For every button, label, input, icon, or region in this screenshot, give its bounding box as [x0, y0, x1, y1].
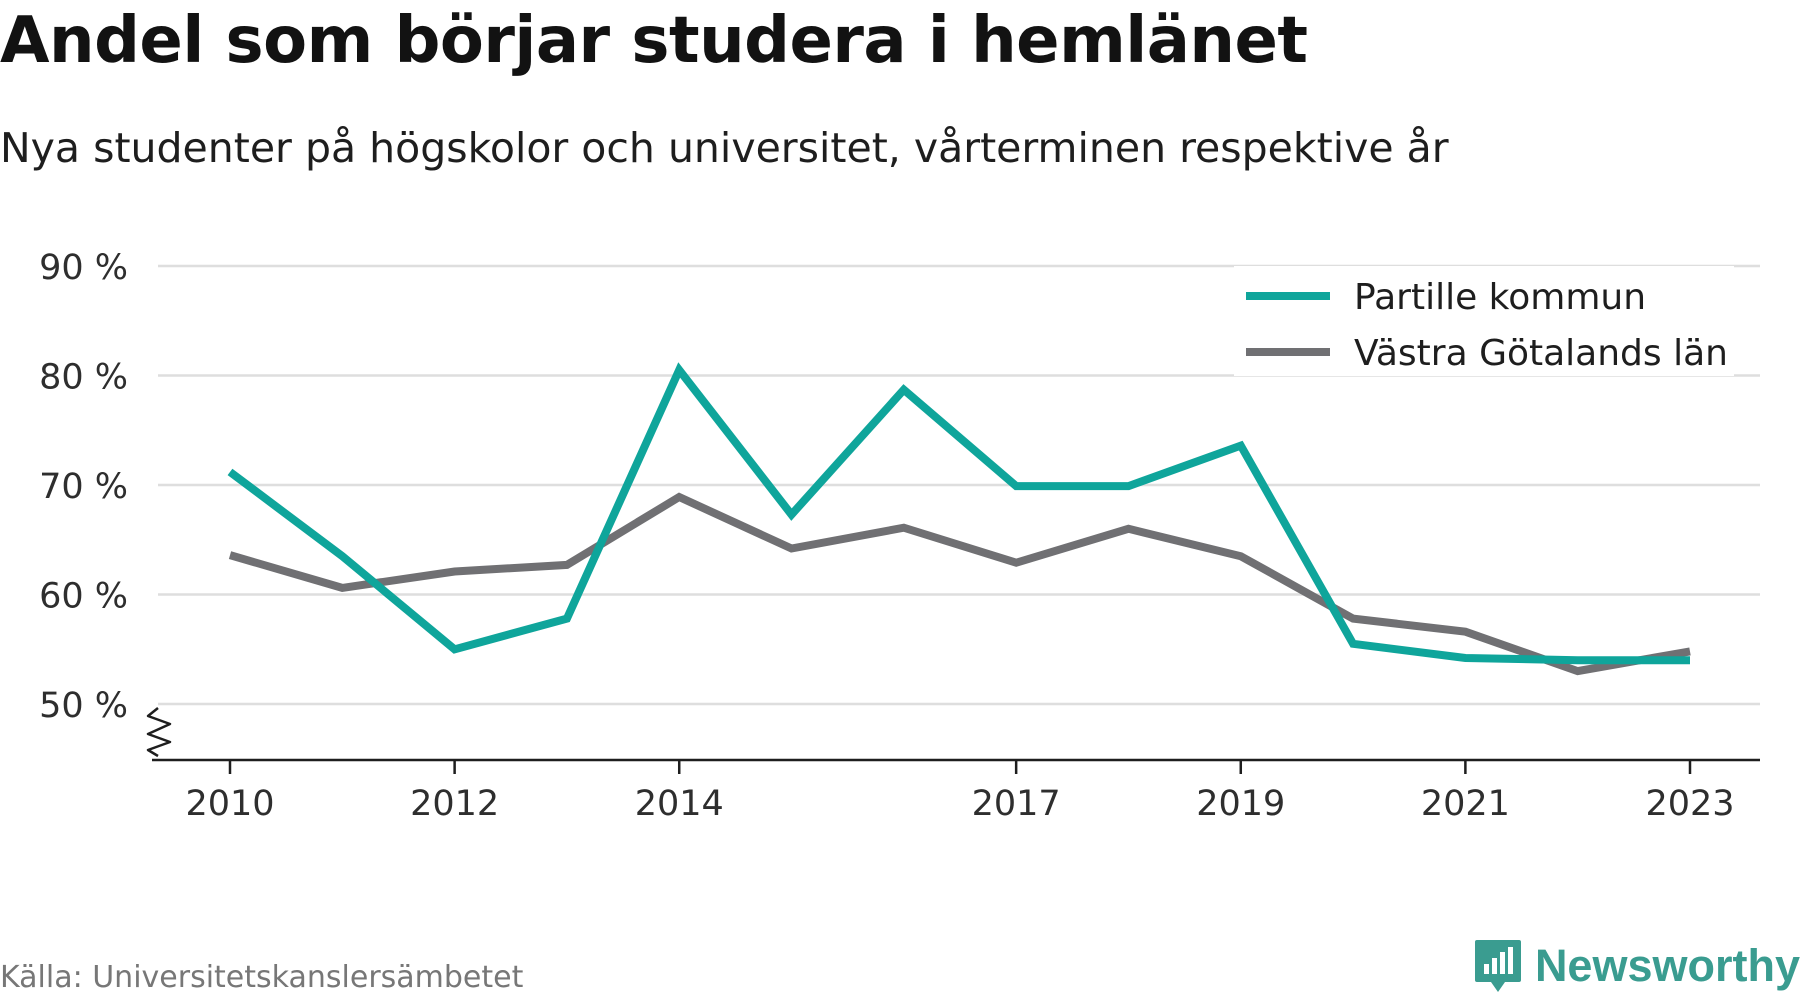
y-axis-tick-labels: 50 % 60 % 70 % 80 % 90 % — [39, 248, 128, 726]
line-chart: 50 %60 %70 %80 %90 % 2010 2012 2014 2017 201… — [39, 248, 1760, 824]
series-line — [228, 492, 1691, 676]
y-tick-label: 80 % — [39, 358, 128, 398]
legend: Partille kommun Västra Götalands län — [1234, 266, 1734, 376]
legend-label-vastra-gotaland: Västra Götalands län — [1354, 333, 1728, 374]
x-axis — [146, 707, 1760, 762]
x-tick-label: 2023 — [1645, 784, 1734, 824]
series-line — [227, 362, 1690, 665]
x-tick-label: 2021 — [1421, 784, 1510, 824]
y-tick-label: 50 % — [39, 686, 128, 726]
legend-background — [1234, 266, 1734, 376]
legend-label-partille: Partille kommun — [1354, 277, 1646, 318]
x-tick-label: 2010 — [185, 784, 274, 824]
brand-logo: Newsworthy — [1473, 938, 1800, 994]
y-tick-label: 90 % — [39, 248, 128, 288]
newsworthy-logo-icon — [1474, 940, 1521, 992]
y-tick-label: 70 % — [39, 467, 128, 507]
x-tick-label: 2012 — [410, 784, 499, 824]
chart-subtitle: Nya studenter på högskolor och universit… — [0, 124, 1449, 172]
x-tick-label: 2019 — [1196, 784, 1285, 824]
x-axis-ticks: 2010 2012 2014 2017 2019 2021 2023 — [185, 760, 1735, 824]
x-tick-label: 2014 — [635, 784, 724, 824]
axis-break-icon — [146, 707, 172, 758]
source-note: Källa: Universitetskanslersämbetet — [0, 960, 524, 995]
x-tick-label: 2017 — [972, 784, 1061, 824]
brand-name: Newsworthy — [1534, 940, 1800, 991]
y-tick-label: 60 % — [39, 577, 128, 617]
series-lines — [227, 362, 1691, 676]
chart-title: Andel som börjar studera i hemlänet — [0, 4, 1308, 78]
